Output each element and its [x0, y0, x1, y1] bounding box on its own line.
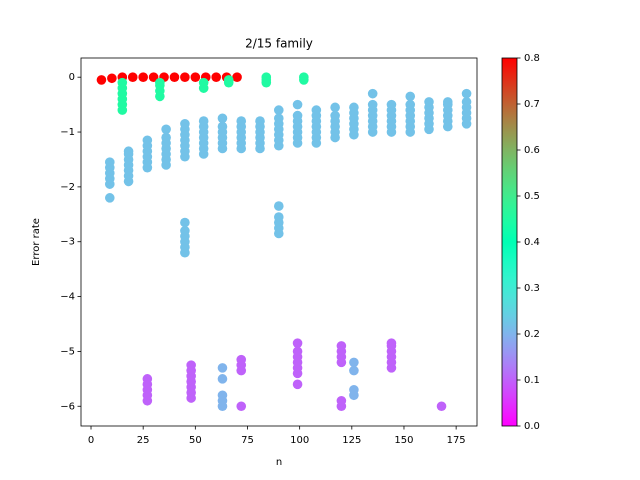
colorbar-tick-label: 0.6 [524, 145, 540, 156]
scatter-point [255, 116, 265, 126]
scatter-point [461, 97, 472, 107]
scatter-point [155, 77, 165, 88]
colorbar-tick-label: 0.5 [524, 191, 540, 202]
colorbar-tick-label: 0.3 [524, 283, 540, 294]
scatter-point [180, 119, 190, 129]
scatter-point [292, 379, 303, 390]
y-tick-label: −2 [60, 182, 75, 193]
scatter-point [367, 88, 378, 99]
scatter-point [330, 102, 340, 113]
scatter-point [336, 395, 347, 406]
scatter-point [292, 99, 303, 110]
colorbar [501, 57, 518, 427]
scatter-point [330, 110, 340, 121]
scatter-point [232, 72, 242, 82]
x-tick-label: 0 [88, 435, 94, 446]
scatter-point [104, 193, 115, 203]
scatter-point [349, 102, 359, 113]
y-tick-label: 0 [69, 72, 75, 83]
colorbar-tick-label: 0.0 [524, 421, 540, 432]
scatter-point [236, 354, 247, 365]
scatter-point [236, 116, 247, 126]
scatter-point [180, 72, 190, 82]
colorbar-tick-label: 0.1 [524, 375, 540, 386]
scatter-point [161, 124, 171, 135]
colorbar-tick-label: 0.2 [524, 329, 540, 340]
scatter-point [127, 72, 138, 82]
x-tick-label: 75 [241, 435, 254, 446]
scatter-point [217, 390, 228, 401]
scatter-point [217, 113, 228, 124]
scatter-point [142, 135, 153, 146]
plot-area [96, 72, 472, 412]
y-tick-label: −6 [60, 401, 75, 412]
chart-title: 2/15 family [245, 37, 313, 51]
scatter-point [123, 146, 134, 157]
x-tick-label: 125 [342, 435, 361, 446]
scatter-point [211, 72, 221, 82]
scatter-point [217, 374, 228, 384]
scatter-point [311, 105, 322, 115]
scatter-point [349, 385, 359, 395]
scatter-point [217, 121, 228, 132]
colorbar-tick-label: 0.8 [524, 53, 540, 64]
scatter-point [273, 105, 284, 115]
scatter-point [367, 99, 378, 110]
scatter-point [405, 99, 416, 110]
scatter-point [104, 157, 115, 168]
scatter-point [107, 73, 117, 84]
x-tick-label: 150 [394, 435, 413, 446]
scatter-point [117, 77, 128, 88]
scatter-point [273, 113, 284, 124]
scatter-point [292, 338, 303, 348]
scatter-point [273, 212, 284, 222]
scatter-point [161, 132, 171, 143]
colorbar-tick-label: 0.7 [524, 99, 540, 110]
x-tick-label: 50 [189, 435, 202, 446]
scatter-point [442, 97, 453, 107]
scatter-point [138, 72, 148, 82]
scatter-point [261, 72, 272, 82]
y-tick-label: −3 [60, 237, 75, 248]
scatter-point [236, 401, 247, 412]
scatter-point [424, 97, 434, 107]
scatter-point [96, 75, 107, 85]
y-tick-label: −1 [60, 127, 75, 138]
scatter-point [336, 341, 347, 351]
scatter-point [190, 72, 201, 82]
y-tick-label: −5 [60, 346, 75, 357]
scatter-point [217, 363, 228, 373]
x-tick-label: 25 [137, 435, 150, 446]
scatter-point [292, 346, 303, 357]
x-tick-label: 175 [447, 435, 466, 446]
colorbar-tick-label: 0.4 [524, 237, 540, 248]
scatter-point [273, 201, 284, 211]
scatter-point [148, 72, 159, 82]
scatter-point [299, 72, 309, 82]
scatter-point [223, 75, 234, 85]
scatter-point [405, 91, 416, 102]
scatter-point [349, 365, 359, 376]
scatter-point [198, 77, 209, 88]
scatter-point [180, 225, 190, 236]
y-tick-label: −4 [60, 292, 75, 303]
scatter-point [386, 99, 397, 110]
scatter-point [186, 360, 196, 370]
scatter-point [292, 110, 303, 121]
x-tick-label: 100 [290, 435, 309, 446]
y-axis-label: Error rate [31, 218, 42, 266]
scatter-point [349, 357, 359, 368]
scatter-point [180, 217, 190, 228]
scatter-point [198, 116, 209, 126]
scatter-point [386, 338, 397, 348]
x-axis-label: n [276, 457, 282, 468]
scatter-point [169, 72, 180, 82]
scatter-point [436, 401, 447, 412]
scatter-point [461, 88, 472, 99]
scatter-point [142, 374, 153, 384]
